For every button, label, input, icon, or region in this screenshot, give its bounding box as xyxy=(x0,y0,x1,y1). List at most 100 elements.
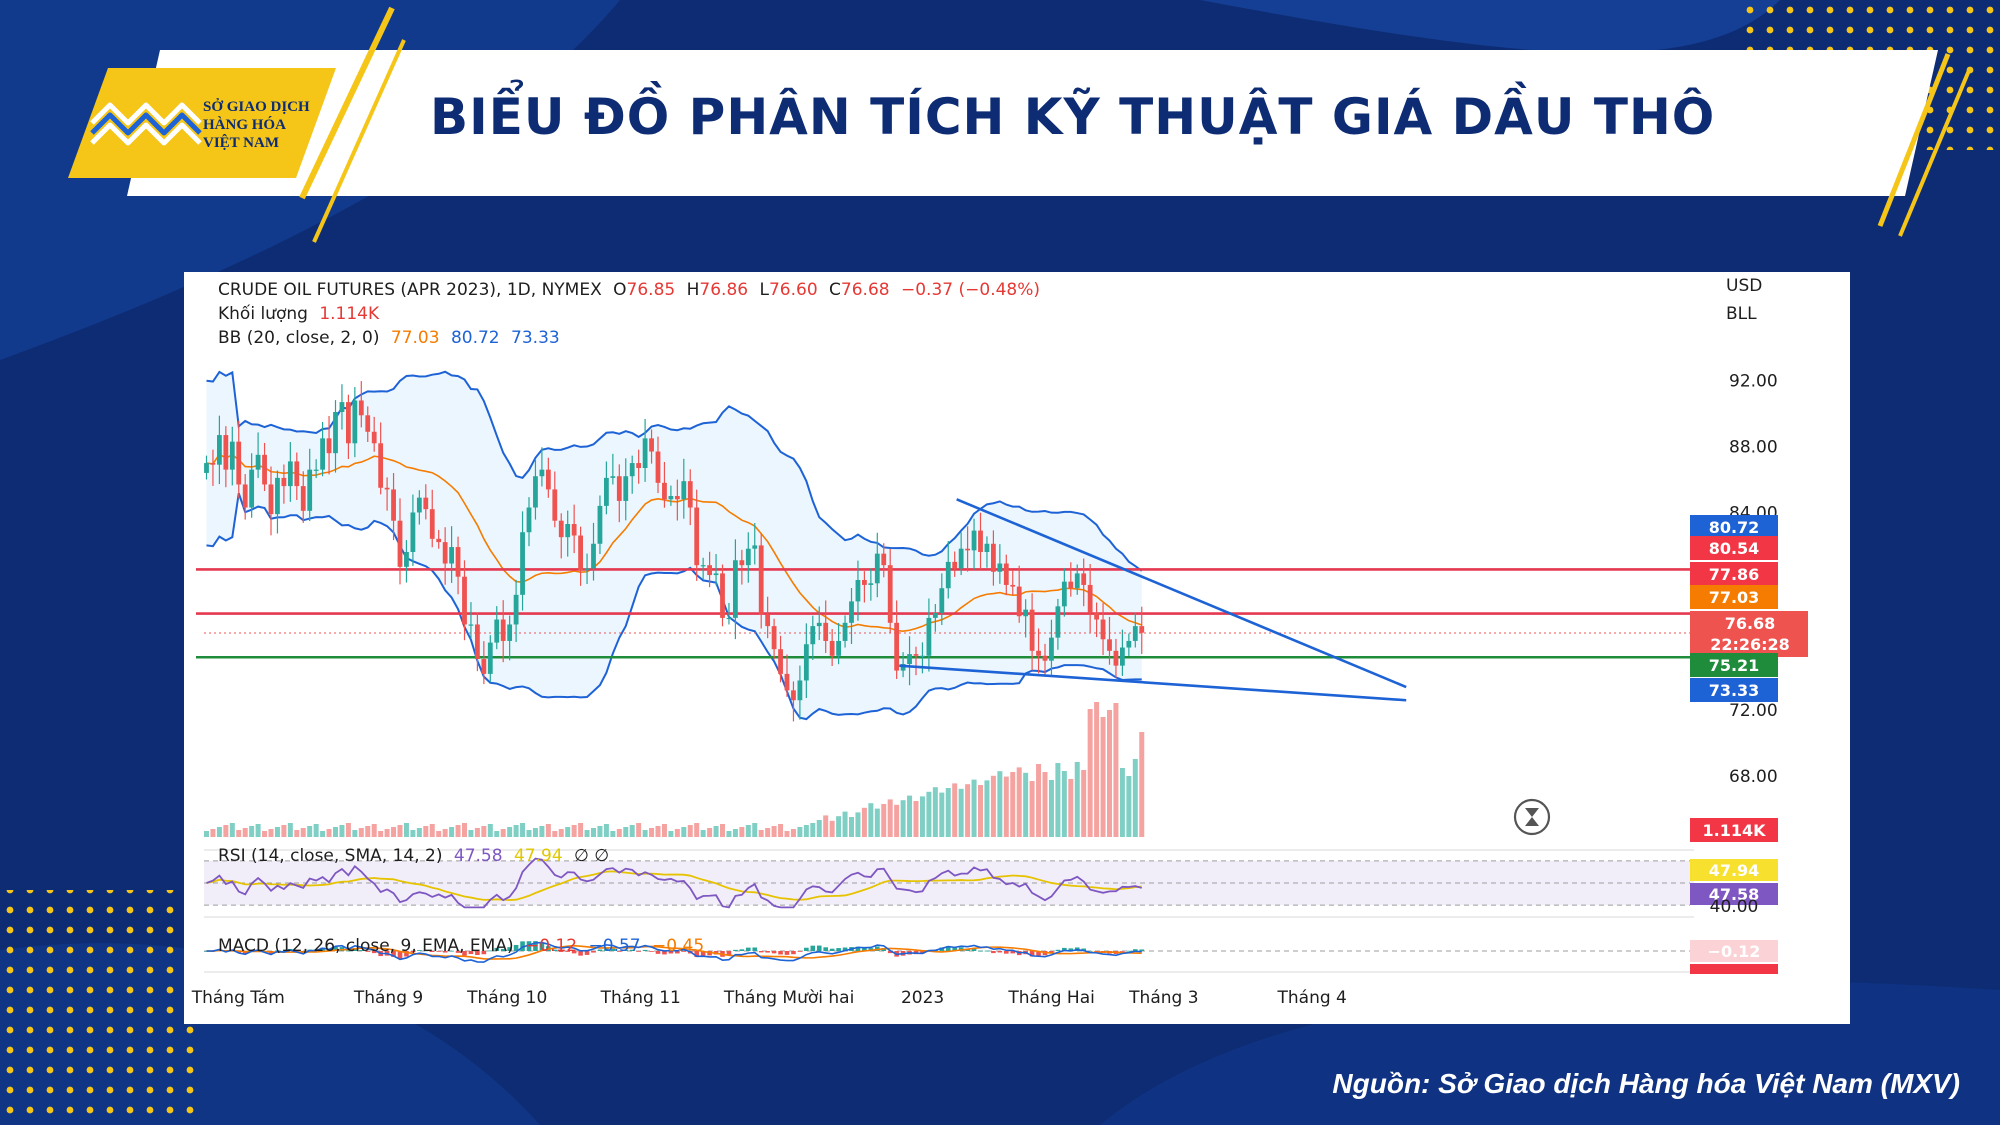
candle-body xyxy=(423,497,429,510)
candle xyxy=(932,604,938,632)
candle-body xyxy=(765,614,771,627)
macd-hist-bar xyxy=(1010,951,1016,954)
candle-body xyxy=(758,545,764,615)
volume-bar xyxy=(391,827,397,837)
candle-body xyxy=(1016,586,1022,617)
candle-body xyxy=(597,505,603,544)
macd-hist-bar xyxy=(1055,949,1061,951)
candle-body xyxy=(571,524,577,536)
candle xyxy=(1113,638,1119,678)
macd-hist-bar xyxy=(1081,948,1086,951)
macd-hist-bar xyxy=(623,949,629,951)
volume-bar xyxy=(668,831,674,837)
candle-body xyxy=(874,553,880,584)
volume-bar xyxy=(526,830,532,837)
volume-bar xyxy=(416,828,422,837)
candle-body xyxy=(816,622,822,627)
macd-hist-bar xyxy=(552,949,558,951)
candle-body xyxy=(500,619,506,641)
volume-bar xyxy=(623,827,629,837)
volume-bar xyxy=(649,828,655,837)
volume-bar xyxy=(771,826,777,837)
candle-body xyxy=(1126,640,1132,648)
volume-bar xyxy=(945,788,951,837)
volume-axis-label: 1.114K xyxy=(1702,821,1766,840)
volume-bar xyxy=(913,801,919,837)
macd-hist-bar xyxy=(1139,949,1145,951)
candle-body xyxy=(565,524,571,538)
macd-hist-bar xyxy=(397,951,403,959)
logo-line: SỞ GIAO DỊCH xyxy=(203,99,310,115)
candle xyxy=(320,421,325,477)
candle xyxy=(778,635,783,683)
volume-bar xyxy=(320,831,326,837)
candle xyxy=(475,612,480,672)
volume-bar xyxy=(339,825,345,837)
price-label: 80.72 xyxy=(1709,518,1760,537)
volume-bar xyxy=(513,825,519,837)
macd-hist-bar xyxy=(500,948,506,951)
rsi-sma-box xyxy=(1690,859,1778,881)
macd-hist-bar xyxy=(526,941,532,951)
price-label-box xyxy=(1690,653,1778,677)
macd-hist-bar xyxy=(758,951,764,953)
low-value: 76.60 xyxy=(768,280,818,300)
macd-hist-bar xyxy=(920,951,925,954)
currency-label: USD xyxy=(1726,276,1763,296)
macd-title: MACD (12, 26, close, 9, EMA, EMA) xyxy=(218,936,514,956)
candle xyxy=(384,477,390,511)
x-tick-label: Tháng 4 xyxy=(1277,988,1347,1008)
macd-hist-bar xyxy=(875,946,880,951)
volume-bar xyxy=(816,820,822,837)
candle xyxy=(829,629,835,667)
volume-bar xyxy=(687,825,693,837)
bar-countdown: 22:26:28 xyxy=(1710,635,1790,654)
macd-hist-bar xyxy=(604,947,609,951)
high-label: H xyxy=(686,280,700,300)
candle-body xyxy=(339,402,345,412)
candle-body xyxy=(281,477,287,487)
candle xyxy=(952,551,958,577)
macd-hist-bar xyxy=(804,947,809,951)
candle xyxy=(210,449,216,486)
macd-hist-bar xyxy=(984,950,990,952)
x-tick-label: Tháng 10 xyxy=(466,988,547,1008)
volume-bar xyxy=(971,779,977,837)
volume-bar xyxy=(300,828,306,837)
volume-bar xyxy=(571,825,577,837)
candle xyxy=(287,442,293,502)
candle-body xyxy=(662,482,667,500)
candle-body xyxy=(720,573,725,618)
candle-body xyxy=(429,509,435,539)
macd-hist-bar xyxy=(346,950,351,952)
price-label: 77.86 xyxy=(1709,565,1760,584)
candle-body xyxy=(971,530,977,551)
candle xyxy=(655,436,661,494)
macd-hist-bar xyxy=(752,947,758,951)
price-label-box xyxy=(1690,515,1778,539)
volume-bar xyxy=(707,828,713,837)
candle xyxy=(707,551,712,588)
candle xyxy=(442,527,448,585)
volume-bar xyxy=(507,827,513,837)
volume-bar xyxy=(229,823,235,837)
candle-body xyxy=(623,476,629,501)
candle-body xyxy=(462,576,467,625)
candlestick-chart[interactable]: 92.0088.0084.0072.0068.0080.7280.5477.86… xyxy=(184,272,1850,1024)
candle-body xyxy=(268,484,274,515)
candle-body xyxy=(1081,573,1087,585)
logo-line: HÀNG HÓA xyxy=(203,117,286,133)
macd-hist-bar xyxy=(1029,951,1035,957)
candle xyxy=(391,473,396,541)
candle-body xyxy=(752,545,758,549)
bb-basis-line xyxy=(206,453,1143,633)
candle xyxy=(1036,628,1041,674)
candle xyxy=(468,602,474,639)
candle xyxy=(681,458,687,519)
bb-band-fill xyxy=(206,371,1142,720)
candle xyxy=(300,471,306,523)
rsi-band xyxy=(204,860,1694,906)
exchange-logo-text: SỞ GIAO DỊCH HÀNG HÓA VIỆT NAM xyxy=(203,98,310,152)
volume-bar xyxy=(997,771,1003,837)
macd-hist-bar xyxy=(655,951,661,954)
